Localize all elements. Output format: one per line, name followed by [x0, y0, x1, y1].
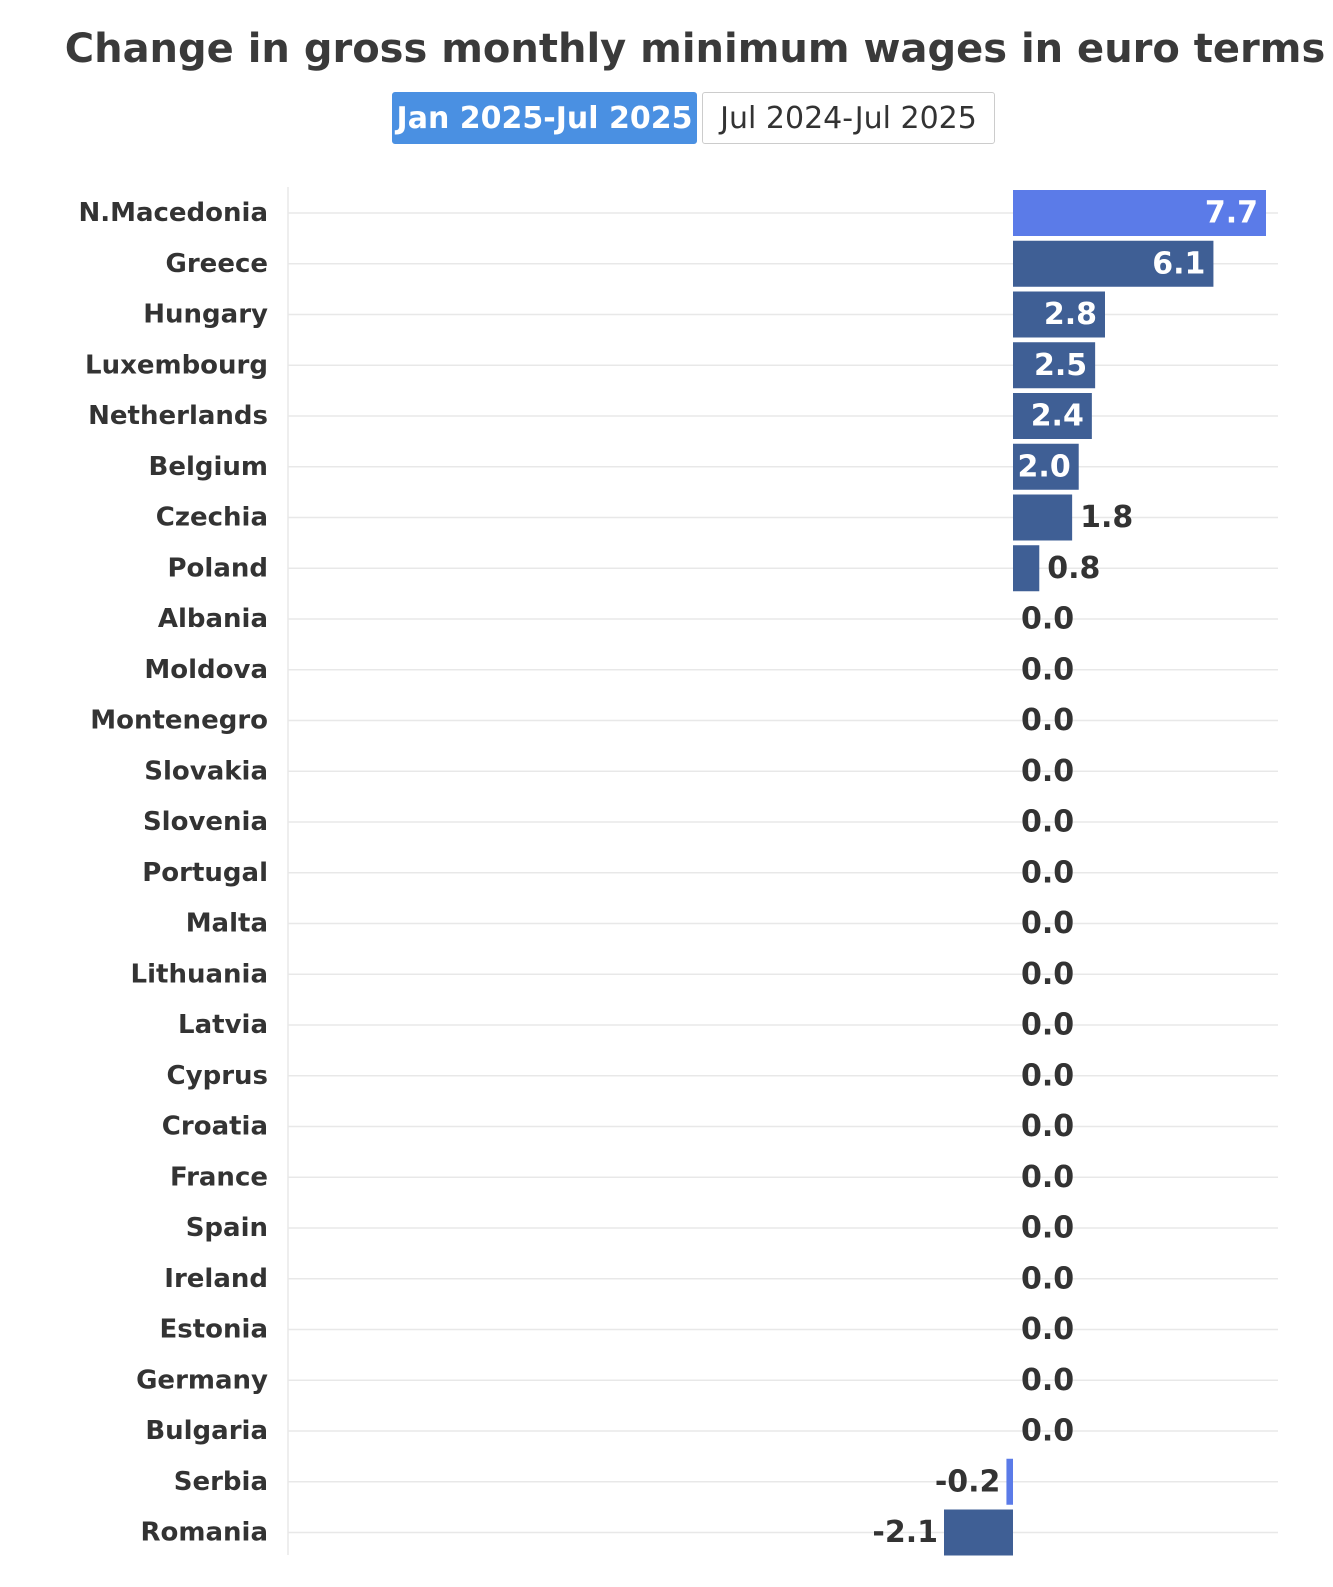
category-label: Slovenia — [143, 807, 268, 837]
value-label: 0.0 — [1021, 1008, 1074, 1043]
category-label: Netherlands — [88, 401, 268, 431]
category-label: Bulgaria — [145, 1416, 268, 1446]
value-label: 0.0 — [1021, 1058, 1074, 1093]
value-label: 0.0 — [1021, 805, 1074, 840]
category-label: Portugal — [142, 858, 268, 888]
category-label: Montenegro — [90, 706, 268, 736]
category-label: Cyprus — [167, 1061, 268, 1091]
bar — [1013, 494, 1073, 541]
value-label: 0.0 — [1021, 1261, 1074, 1296]
value-label: -2.1 — [872, 1515, 938, 1550]
category-label: Serbia — [174, 1467, 268, 1497]
value-label: 0.0 — [1021, 855, 1074, 890]
category-label: Estonia — [160, 1315, 269, 1345]
chart-title: Change in gross monthly minimum wages in… — [64, 26, 1326, 72]
value-label: 0.0 — [1021, 1109, 1074, 1144]
bar — [1013, 342, 1096, 389]
value-label: 0.0 — [1021, 1160, 1074, 1195]
value-label: 0.0 — [1021, 703, 1074, 738]
bar — [1013, 443, 1079, 490]
value-label: 2.4 — [1031, 399, 1084, 434]
category-label: Malta — [186, 909, 268, 939]
category-label: Germany — [136, 1365, 268, 1395]
bar — [1006, 1458, 1013, 1505]
value-label: 0.0 — [1021, 602, 1074, 637]
bar — [944, 1509, 1013, 1556]
value-label: 1.8 — [1080, 500, 1133, 535]
value-label: 0.0 — [1021, 957, 1074, 992]
tab-jan-2025-jul-2025[interactable]: Jan 2025-Jul 2025 — [392, 92, 697, 144]
tab-jul-2024-jul-2025[interactable]: Jul 2024-Jul 2025 — [702, 92, 995, 144]
category-label: Slovakia — [144, 756, 268, 786]
category-label: Latvia — [178, 1010, 268, 1040]
category-label: Belgium — [149, 452, 269, 482]
value-label: 0.0 — [1021, 1414, 1074, 1449]
value-label: 6.1 — [1152, 246, 1205, 281]
category-label: Hungary — [143, 300, 268, 330]
value-label: 0.0 — [1021, 1312, 1074, 1347]
value-label: 0.8 — [1047, 551, 1100, 586]
category-label: Czechia — [156, 503, 268, 533]
category-label: Greece — [166, 249, 268, 279]
category-label: Ireland — [164, 1264, 268, 1294]
value-label: 2.8 — [1044, 297, 1097, 332]
value-label: -0.2 — [935, 1464, 1001, 1499]
category-label: Lithuania — [131, 959, 268, 989]
bar — [1013, 393, 1092, 439]
value-label: 7.7 — [1205, 196, 1258, 231]
value-label: 0.0 — [1021, 652, 1074, 687]
bar — [1013, 190, 1266, 236]
category-label: N.Macedonia — [78, 198, 268, 228]
category-label: Croatia — [162, 1112, 268, 1142]
value-label: 2.5 — [1034, 348, 1087, 383]
bar — [1013, 240, 1214, 287]
bar — [1013, 545, 1040, 592]
category-label: Poland — [168, 553, 269, 583]
bar — [1013, 291, 1105, 338]
value-label: 0.0 — [1021, 1363, 1074, 1398]
value-label: 0.0 — [1021, 754, 1074, 789]
value-label: 0.0 — [1021, 906, 1074, 941]
category-label: Romania — [141, 1518, 269, 1548]
category-label: Albania — [158, 604, 268, 634]
value-label: 2.0 — [1018, 449, 1071, 484]
category-label: France — [170, 1162, 268, 1192]
category-label: Luxembourg — [85, 350, 268, 380]
value-label: 0.0 — [1021, 1211, 1074, 1246]
category-label: Moldova — [144, 655, 268, 685]
category-label: Spain — [186, 1213, 268, 1243]
period-tabs: Jan 2025-Jul 2025 Jul 2024-Jul 2025 — [392, 92, 995, 146]
